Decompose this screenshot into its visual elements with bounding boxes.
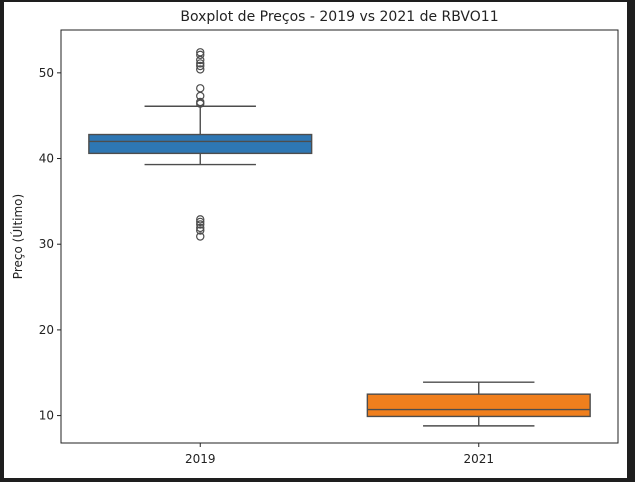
outlier-point bbox=[196, 232, 205, 241]
chart-figure: Boxplot de Preços - 2019 vs 2021 de RBVO… bbox=[4, 2, 627, 478]
outlier-point bbox=[196, 84, 205, 93]
y-tick-label: 30 bbox=[39, 237, 54, 251]
box-iqr bbox=[88, 133, 313, 155]
outlier-point bbox=[196, 97, 205, 107]
chart-title: Boxplot de Preços - 2019 vs 2021 de RBVO… bbox=[180, 9, 498, 25]
y-tick-label: 50 bbox=[39, 66, 54, 80]
outlier-point bbox=[196, 226, 205, 235]
outlier-point bbox=[196, 220, 205, 229]
box-group-2019 bbox=[88, 48, 313, 241]
plot-area bbox=[88, 48, 591, 427]
outlier-point bbox=[196, 59, 205, 68]
y-tick-label: 40 bbox=[39, 152, 54, 166]
box-group-2021 bbox=[366, 381, 591, 427]
outlier-point bbox=[196, 223, 205, 233]
y-axis-title: Preço (Último) bbox=[10, 194, 25, 279]
y-tick-label: 20 bbox=[39, 323, 54, 337]
x-tick-label: 2019 bbox=[185, 452, 216, 466]
outlier-point bbox=[196, 65, 205, 74]
outlier-point bbox=[196, 61, 205, 71]
boxplot-chart: Boxplot de Preços - 2019 vs 2021 de RBVO… bbox=[10, 9, 619, 466]
outlier-point bbox=[196, 50, 205, 60]
x-tick-label: 2021 bbox=[463, 452, 494, 466]
box-iqr bbox=[366, 393, 591, 418]
plot-frame bbox=[60, 29, 619, 444]
outlier-point bbox=[196, 217, 205, 227]
y-tick-label: 10 bbox=[39, 409, 54, 423]
outlier-point bbox=[196, 215, 205, 224]
outlier-point bbox=[196, 48, 205, 57]
